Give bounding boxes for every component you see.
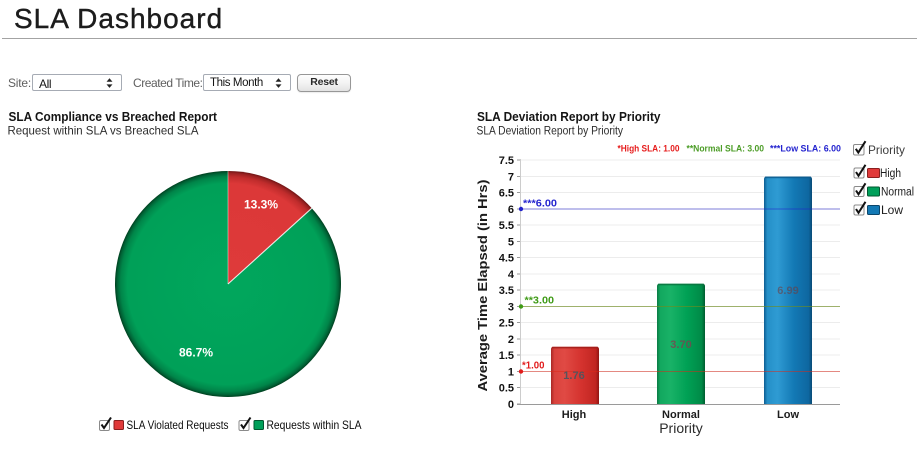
svg-text:3.70: 3.70 [670, 339, 691, 351]
svg-text:2: 2 [508, 334, 514, 346]
svg-text:Low: Low [777, 409, 799, 421]
svg-text:4: 4 [508, 269, 515, 281]
svg-text:SLA Compliance vs Breached Rep: SLA Compliance vs Breached Report [9, 109, 218, 124]
svg-text:4.5: 4.5 [499, 253, 514, 265]
svg-text:SLA Deviation Report by Priori: SLA Deviation Report by Priority [477, 109, 661, 124]
svg-text:**3.00: **3.00 [525, 296, 555, 307]
svg-text:7: 7 [508, 172, 514, 184]
svg-text:6.99: 6.99 [777, 285, 798, 297]
svg-text:1.5: 1.5 [499, 350, 514, 362]
svg-text:0.5: 0.5 [499, 383, 514, 395]
svg-text:High: High [880, 168, 901, 180]
svg-text:1: 1 [508, 367, 514, 379]
svg-text:*High SLA: 1.00: *High SLA: 1.00 [618, 144, 680, 155]
svg-text:Priority: Priority [659, 420, 703, 436]
svg-text:SLA Deviation Report by Priori: SLA Deviation Report by Priority [477, 126, 624, 138]
svg-text:3: 3 [508, 302, 514, 314]
svg-text:Requests within SLA: Requests within SLA [267, 418, 362, 432]
svg-text:3.5: 3.5 [499, 285, 514, 297]
svg-text:Priority: Priority [868, 143, 905, 157]
svg-text:***6.00: ***6.00 [523, 199, 557, 210]
svg-text:Normal: Normal [662, 409, 700, 421]
svg-text:*1.00: *1.00 [522, 361, 545, 372]
svg-text:Normal: Normal [881, 187, 914, 199]
svg-text:13.3%: 13.3% [244, 198, 278, 212]
svg-text:***Low SLA: 6.00: ***Low SLA: 6.00 [770, 144, 841, 155]
svg-text:5: 5 [508, 237, 514, 249]
svg-text:7.5: 7.5 [499, 155, 514, 167]
svg-text:Low: Low [881, 205, 904, 217]
svg-text:6: 6 [508, 204, 514, 216]
svg-text:SLA Violated Requests: SLA Violated Requests [127, 418, 229, 432]
svg-text:High: High [562, 409, 587, 421]
svg-text:0: 0 [508, 399, 514, 411]
svg-text:86.7%: 86.7% [179, 346, 213, 360]
svg-text:2.5: 2.5 [499, 318, 514, 330]
svg-text:6.5: 6.5 [499, 188, 514, 200]
svg-text:Request within SLA vs Breached: Request within SLA vs Breached SLA [8, 124, 199, 138]
svg-text:**Normal SLA: 3.00: **Normal SLA: 3.00 [687, 144, 765, 155]
svg-text:5.5: 5.5 [499, 220, 514, 232]
svg-text:Average Time Elapsed (in Hrs): Average Time Elapsed (in Hrs) [475, 180, 490, 392]
svg-text:1.76: 1.76 [563, 370, 584, 382]
